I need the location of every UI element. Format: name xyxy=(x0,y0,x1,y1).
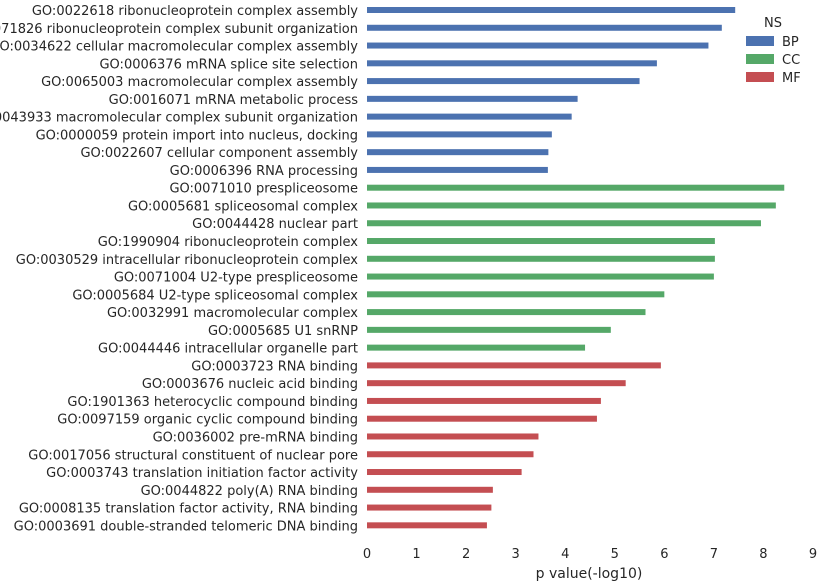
category-label: GO:0044428 nuclear part xyxy=(192,217,358,232)
category-label: GO:0071010 prespliceosome xyxy=(169,182,358,197)
legend-title: NS xyxy=(764,16,782,31)
bar xyxy=(367,220,761,227)
bar xyxy=(367,326,611,333)
category-label: GO:0005681 spliceosomal complex xyxy=(128,199,358,214)
category-label: GO:0097159 organic cyclic compound bindi… xyxy=(57,413,358,428)
legend-swatch xyxy=(746,36,774,46)
category-label: GO:0034622 cellular macromolecular compl… xyxy=(0,40,358,55)
bar xyxy=(367,433,539,440)
legend: NS BP CC MF xyxy=(746,16,801,86)
bar xyxy=(367,415,597,422)
bar xyxy=(367,522,487,529)
bar xyxy=(367,344,586,351)
category-label: GO:1990904 ribonucleoprotein complex xyxy=(98,235,359,250)
x-axis-label: p value(-log10) xyxy=(536,566,643,582)
x-tick-label: 1 xyxy=(412,547,420,562)
category-label: GO:0003743 translation initiation factor… xyxy=(46,466,358,481)
bar xyxy=(367,309,646,316)
bar xyxy=(367,184,785,191)
bar xyxy=(367,486,493,493)
x-tick-label: 7 xyxy=(710,547,718,562)
bar xyxy=(367,60,657,67)
category-label: GO:0071004 U2-type prespliceosome xyxy=(114,271,358,286)
category-label: GO:0003691 double-stranded telomeric DNA… xyxy=(14,519,358,534)
bar xyxy=(367,202,776,209)
category-label: GO:1901363 heterocyclic compound binding xyxy=(67,395,358,410)
legend-label: BP xyxy=(782,35,799,50)
x-tick-label: 2 xyxy=(462,547,470,562)
bar xyxy=(367,166,548,173)
legend-label: MF xyxy=(782,71,801,86)
legend-swatch xyxy=(746,72,774,82)
category-label: GO:0036002 pre-mRNA binding xyxy=(153,430,358,445)
category-label: GO:0003723 RNA binding xyxy=(191,359,358,374)
bar xyxy=(367,78,640,85)
bar xyxy=(367,95,578,102)
category-label: GO:0044822 poly(A) RNA binding xyxy=(141,484,358,499)
bar xyxy=(367,255,715,262)
category-label: GO:0022607 cellular component assembly xyxy=(80,146,358,161)
bar xyxy=(367,380,626,387)
bar xyxy=(367,238,715,245)
category-label: GO:0065003 macromolecular complex assemb… xyxy=(41,75,358,90)
x-tick-label: 8 xyxy=(759,547,767,562)
bar xyxy=(367,7,736,13)
category-label: GO:0017056 structural constituent of nuc… xyxy=(28,448,358,463)
bar xyxy=(367,451,534,458)
bar xyxy=(367,291,665,298)
bar xyxy=(367,149,549,156)
legend-label: CC xyxy=(782,53,800,68)
category-label: GO:0003676 nucleic acid binding xyxy=(142,377,358,392)
category-label: GO:0044446 intracellular organelle part xyxy=(98,342,358,357)
category-label: GO:0006396 RNA processing xyxy=(170,164,358,179)
bar xyxy=(367,362,661,369)
bar xyxy=(367,131,552,138)
bar xyxy=(367,397,601,404)
x-tick-label: 5 xyxy=(611,547,619,562)
category-label: GO:0016071 mRNA metabolic process xyxy=(109,93,359,108)
bar xyxy=(367,24,722,31)
bar xyxy=(367,273,714,280)
x-tick-label: 6 xyxy=(660,547,668,562)
category-label: GO:0006376 mRNA splice site selection xyxy=(99,57,358,72)
category-label: GO:0032991 macromolecular complex xyxy=(107,306,358,321)
x-tick-label: 9 xyxy=(809,547,817,562)
category-label: GO:0000059 protein import into nucleus, … xyxy=(36,128,358,143)
x-tick-label: 3 xyxy=(512,547,520,562)
bars xyxy=(367,7,785,529)
legend-entries: BP CC MF xyxy=(746,35,801,86)
bar xyxy=(367,113,572,120)
category-label: GO:0030529 intracellular ribonucleoprote… xyxy=(16,253,359,268)
x-tick-label: 0 xyxy=(363,547,371,562)
bar xyxy=(367,469,522,476)
legend-swatch xyxy=(746,54,774,64)
category-label: GO:0043933 macromolecular complex subuni… xyxy=(0,111,358,126)
category-label: GO:0022618 ribonucleoprotein complex ass… xyxy=(32,4,358,19)
category-label: GO:0071826 ribonucleoprotein complex sub… xyxy=(0,22,358,37)
x-axis-ticks: 0 1 2 3 4 5 6 7 8 9 xyxy=(363,547,817,562)
category-label: GO:0005685 U1 snRNP xyxy=(208,324,358,339)
category-label: GO:0005684 U2-type spliceosomal complex xyxy=(72,288,358,303)
category-label: GO:0008135 translation factor activity, … xyxy=(19,502,358,517)
x-tick-label: 4 xyxy=(561,547,569,562)
bar xyxy=(367,504,492,511)
bar xyxy=(367,42,709,49)
category-labels: GO:0022618 ribonucleoprotein complex ass… xyxy=(0,4,358,534)
